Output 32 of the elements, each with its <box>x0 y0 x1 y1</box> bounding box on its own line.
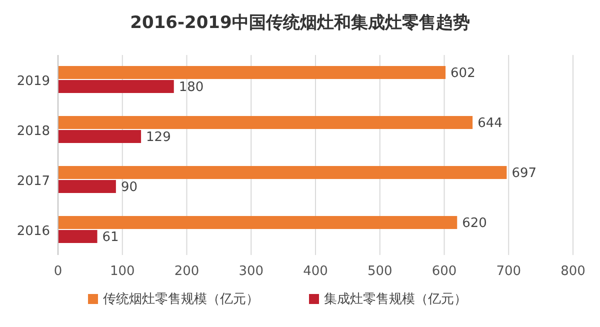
y-tick-label: 2018 <box>16 124 50 139</box>
chart-title: 2016-2019中国传统烟灶和集成灶零售趋势 <box>130 13 470 33</box>
bar <box>58 180 116 193</box>
data-label: 620 <box>462 216 487 231</box>
x-tick-label: 300 <box>238 264 264 279</box>
x-tick-label: 200 <box>174 264 200 279</box>
x-tick-label: 800 <box>560 264 586 279</box>
bar <box>58 116 473 129</box>
data-label: 697 <box>512 166 537 181</box>
data-label: 644 <box>478 116 502 131</box>
data-label: 129 <box>146 130 171 145</box>
data-label: 180 <box>178 80 204 95</box>
data-label: 61 <box>102 230 119 245</box>
bar <box>58 216 458 229</box>
bar <box>58 130 142 143</box>
bar <box>58 66 446 79</box>
x-tick-label: 400 <box>303 264 328 279</box>
legend-label: 传统烟灶零售规模（亿元） <box>103 292 259 307</box>
x-tick-label: 100 <box>110 264 135 279</box>
legend-label: 集成灶零售规模（亿元） <box>324 292 467 307</box>
y-tick-label: 2016 <box>16 224 50 239</box>
data-label: 90 <box>120 180 138 195</box>
bar <box>58 166 507 179</box>
x-tick-label: 700 <box>496 264 522 279</box>
data-label: 602 <box>450 66 476 81</box>
x-tick-label: 600 <box>432 264 457 279</box>
x-tick-label: 0 <box>54 264 62 279</box>
y-tick-label: 2019 <box>16 74 50 89</box>
y-tick-label: 2017 <box>16 174 50 189</box>
x-tick-label: 500 <box>367 264 392 279</box>
bar <box>58 80 174 93</box>
bar <box>58 230 98 243</box>
